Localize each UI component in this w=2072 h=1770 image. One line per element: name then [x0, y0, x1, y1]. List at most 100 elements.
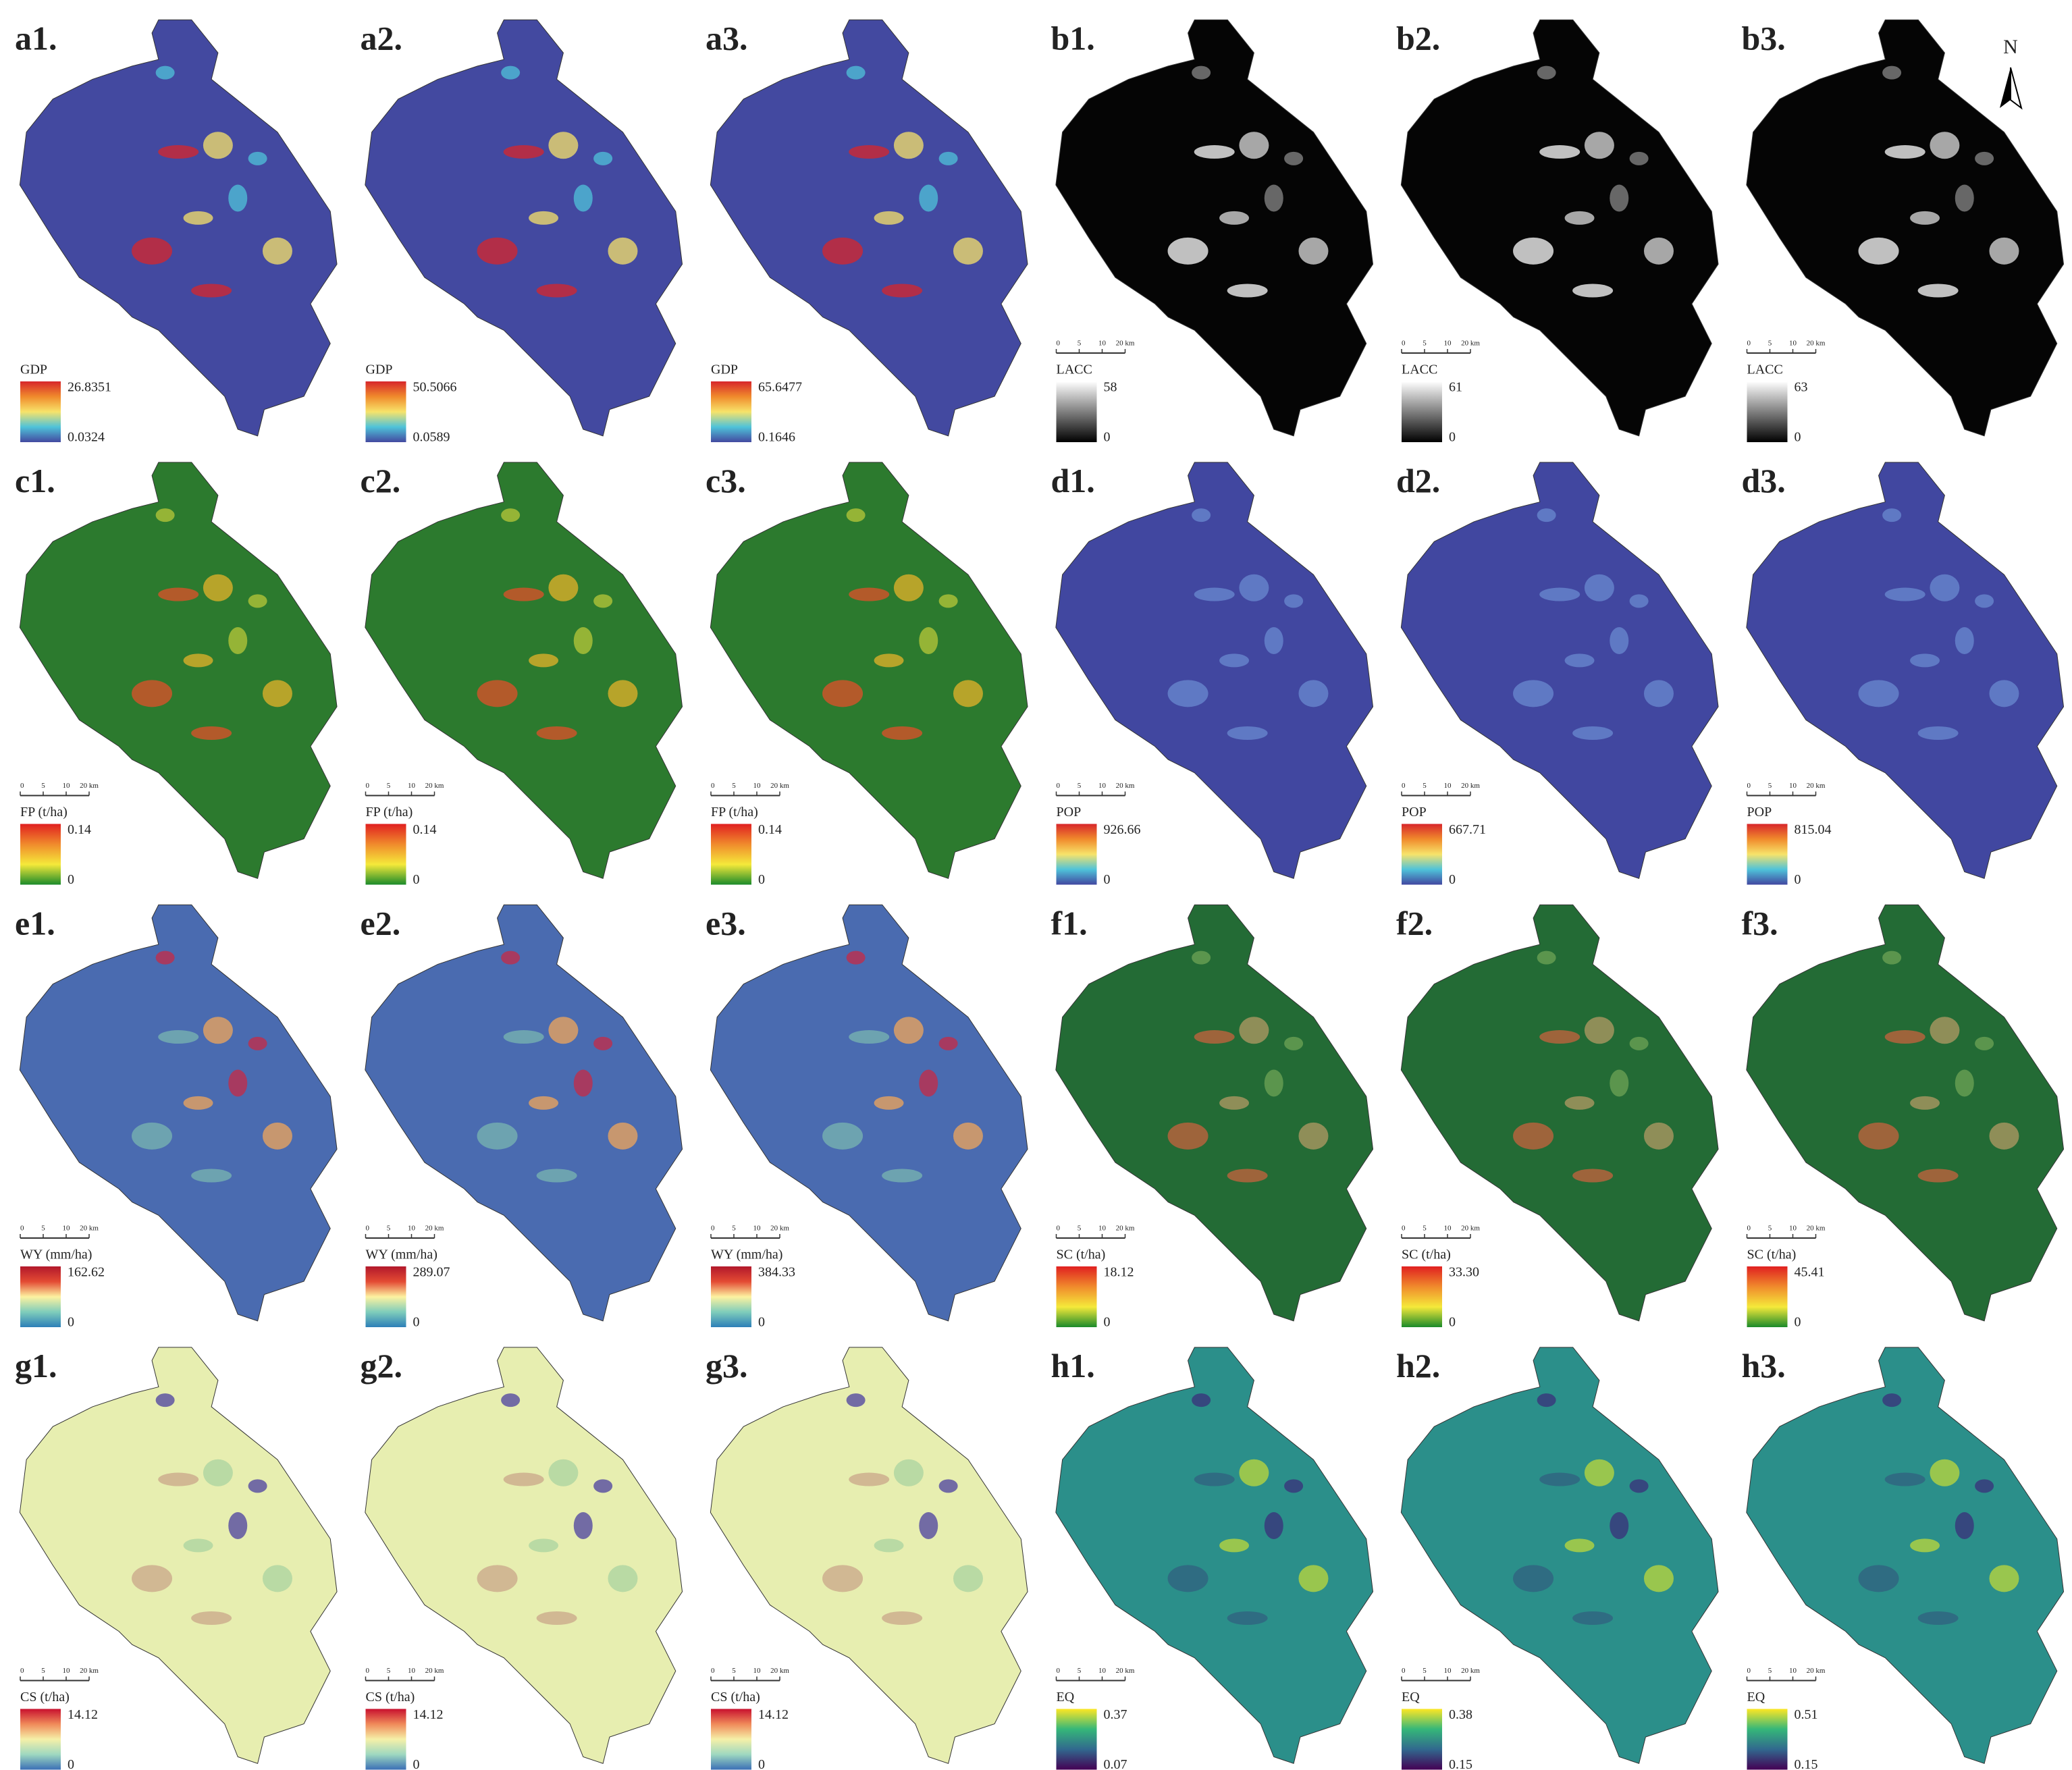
map-area	[1746, 1347, 2065, 1764]
scale-label: 20 km	[1461, 340, 1480, 348]
map-panel: d1. POP 926.66 0 0 5 10 20 km	[1051, 462, 1374, 887]
map-feature	[501, 65, 521, 80]
map-feature	[1930, 574, 1960, 601]
map-feature	[203, 1017, 233, 1044]
legend-max: 26.8351	[68, 380, 111, 395]
legend-min: 0	[1795, 1315, 1801, 1330]
map-area	[365, 462, 683, 879]
map-feature	[1882, 508, 1902, 522]
legend-title: WY (mm/ha)	[20, 1248, 92, 1262]
legend-max: 14.12	[758, 1707, 789, 1722]
panel-label: d3.	[1742, 462, 1786, 500]
panel-label: b3.	[1742, 19, 1786, 57]
legend-ramp	[1747, 1266, 1788, 1327]
legend-min: 0	[1449, 872, 1456, 887]
legend-max: 50.5066	[413, 380, 457, 395]
scale-label: 5	[1768, 1225, 1772, 1233]
scale-label: 5	[1078, 340, 1082, 348]
map-feature	[1975, 594, 1994, 608]
map-feature	[248, 1036, 267, 1050]
map-feature	[1917, 284, 1959, 298]
map-feature	[849, 1030, 890, 1044]
scale-label: 10	[63, 1667, 71, 1675]
scale-label: 0	[1747, 1667, 1751, 1675]
legend-title: POP	[1402, 805, 1427, 820]
map-feature	[573, 184, 593, 212]
legend-title: POP	[1057, 805, 1082, 820]
map-feature	[228, 184, 248, 212]
scale-label: 5	[387, 782, 391, 790]
map-texture	[822, 1393, 983, 1626]
map-panel: e3. WY (mm/ha) 384.33 0 0 5 10 20 km	[706, 904, 1028, 1330]
map-feature	[1264, 627, 1283, 655]
map-feature	[1167, 237, 1208, 265]
scale-label: 10	[1098, 782, 1107, 790]
legend-min: 0	[1104, 1315, 1111, 1330]
legend-ramp	[711, 1266, 751, 1327]
legend-ramp	[365, 1709, 406, 1770]
map-feature	[132, 1122, 173, 1150]
map-texture	[822, 65, 983, 298]
scale-label: 5	[1078, 1667, 1082, 1675]
map-feature	[593, 1479, 613, 1493]
map-feature	[503, 145, 544, 159]
map-feature	[1284, 594, 1304, 608]
map-feature	[1227, 284, 1268, 298]
map-feature	[1955, 627, 1974, 655]
legend-min: 0.0589	[413, 430, 450, 445]
legend-title: POP	[1747, 805, 1772, 820]
map-panel: f1. SC (t/ha) 18.12 0 0 5 10 20 km	[1051, 904, 1374, 1330]
map-feature	[1284, 1479, 1304, 1493]
map-panel: c3. FP (t/ha)0.14 0 0 5 10 20 km	[706, 462, 1028, 887]
scale-label: 5	[1768, 340, 1772, 348]
map-feature	[1910, 653, 1940, 668]
map-feature	[1955, 184, 1974, 212]
map-feature	[1227, 1169, 1268, 1183]
map-texture	[1167, 950, 1329, 1183]
map-feature	[1975, 1479, 1994, 1493]
legend-min: 0	[1449, 430, 1456, 445]
map-feature	[1219, 211, 1250, 225]
map-panel: g1. CS (t/ha) 14.12 0 0 5 10 20 km	[15, 1347, 338, 1770]
map-feature	[1930, 1017, 1960, 1044]
legend-title: LACC	[1747, 363, 1783, 377]
scale-label: 20 km	[425, 782, 444, 790]
scale-label: 0	[1402, 782, 1406, 790]
scale-label: 5	[1078, 782, 1082, 790]
map-feature	[919, 184, 938, 212]
legend-min: 0	[758, 1757, 765, 1770]
map-feature	[1264, 1512, 1283, 1540]
map-feature	[1194, 587, 1235, 601]
map-feature	[1539, 1030, 1580, 1044]
map-feature	[822, 1122, 864, 1150]
map-area	[710, 1347, 1028, 1764]
legend-min: 0	[68, 1315, 74, 1330]
map-feature	[1284, 151, 1304, 165]
map-feature	[1298, 1122, 1329, 1150]
scale-label: 5	[732, 782, 736, 790]
map-feature	[1564, 653, 1595, 668]
scale-label: 10	[753, 782, 762, 790]
map-area	[710, 904, 1028, 1322]
legend-title: EQ	[1402, 1690, 1420, 1705]
map-feature	[548, 1017, 579, 1044]
legend-title: CS (t/ha)	[711, 1690, 760, 1705]
map-feature	[1882, 65, 1902, 80]
scale-label: 20 km	[425, 1225, 444, 1233]
map-feature	[1564, 1538, 1595, 1553]
map-feature	[938, 1479, 958, 1493]
map-feature	[893, 574, 924, 601]
north-label: N	[2003, 36, 2018, 58]
legend-max: 162.62	[68, 1265, 105, 1280]
map-feature	[158, 1030, 199, 1044]
scale-label: 0	[1747, 1225, 1751, 1233]
map-feature	[1917, 726, 1959, 741]
scale-label: 20 km	[1461, 1667, 1480, 1675]
map-feature	[1610, 1512, 1629, 1540]
map-feature	[1284, 1036, 1304, 1050]
map-texture	[1513, 508, 1674, 741]
legend-max: 0.14	[68, 822, 91, 837]
map-feature	[183, 211, 213, 225]
map-feature	[1884, 145, 1925, 159]
map-feature	[1643, 1565, 1674, 1592]
